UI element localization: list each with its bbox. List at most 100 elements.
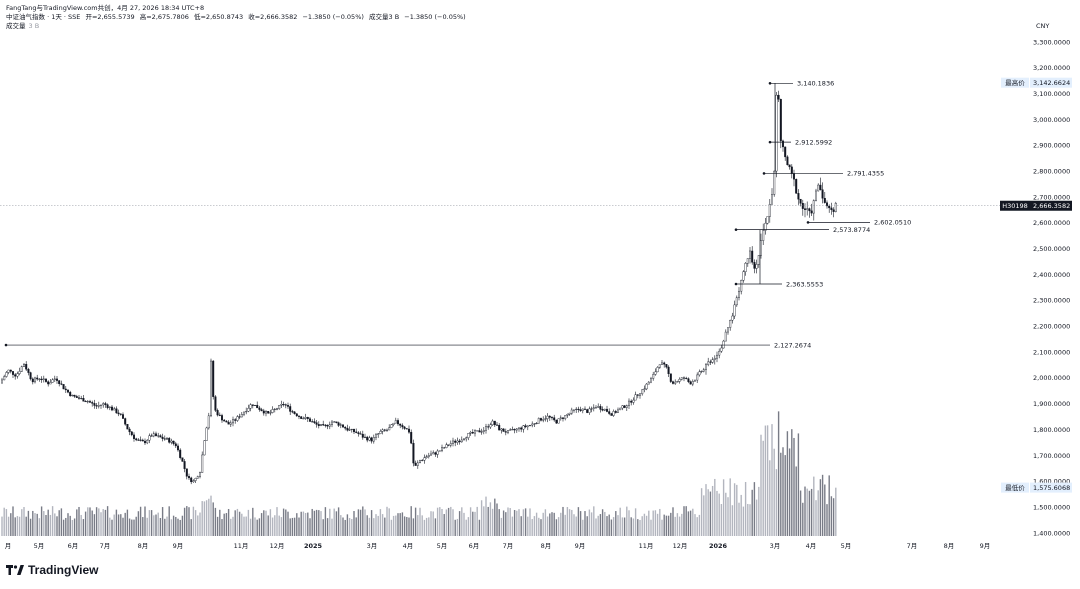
candle-body [115,408,118,414]
candle [634,391,637,401]
volume-bar [142,517,144,536]
volume-bar [531,519,533,536]
volume-bar [716,490,718,536]
y-tick-label: 2,700.0000 [1033,193,1070,201]
candle-body [496,424,499,426]
candle-body [306,417,309,419]
x-tick-label: 8月 [944,542,955,550]
symbol-name[interactable]: 中证油气指数 · 1天 · SSE [6,13,81,21]
candle-body [515,428,518,431]
volume-bar [238,511,241,536]
candle-body [425,456,428,458]
volume-indicator-line[interactable]: 成交量 3 B [6,22,469,31]
volume-bar [397,513,399,536]
candle-body [603,408,606,411]
candle-body [322,424,325,426]
candle-body [229,422,232,425]
candle [665,364,668,369]
candle [812,199,815,221]
candle [143,438,146,446]
candle-body [419,460,422,464]
volume-bar [817,490,819,536]
candle [249,403,252,412]
volume-bar [318,510,320,536]
candle [654,368,657,376]
candle [727,327,730,335]
candle [99,404,102,409]
volume-bar [507,507,509,536]
volume-bar [797,433,800,536]
candle [364,433,367,439]
y-axis[interactable]: 3,300.0000 3,200.0000 3,100.0000 3,000.0000… [1033,38,1070,537]
volume-bar [71,519,74,536]
candle-body [157,435,160,437]
volume-bar [117,514,120,536]
candle [447,444,450,447]
candle [599,404,602,413]
candle [507,430,510,435]
candle-body [218,414,221,416]
volume-bar [84,511,87,536]
candle [386,428,389,432]
candle [441,444,444,453]
volume-bar [826,504,828,536]
candle-body [273,408,276,410]
publisher-line: FangTang与TradingView.com共创，4月 27, 2026 1… [6,4,205,12]
candle [311,419,314,423]
volume-bar [573,514,575,536]
volume-bar [707,489,709,536]
candle-body [491,420,494,425]
candle-body [654,371,657,375]
candle-body [478,430,481,433]
candle-body [518,427,521,430]
volume-bar [208,498,210,536]
candle [469,430,472,436]
candle [42,375,45,383]
candle-body [471,432,474,434]
candle [324,424,327,428]
volume-bar [813,476,815,536]
x-tick-label: 12月 [673,542,688,550]
tradingview-logo[interactable]: TradingView [6,563,98,577]
candle-body [597,406,600,408]
candle [20,365,23,372]
volume-bar [711,485,714,536]
candle-body [680,377,683,380]
volume-bar [346,514,349,536]
candle-body [731,315,734,321]
volume-bar [1,516,3,536]
candle-body [713,357,716,360]
candle [687,377,690,384]
candle-body [47,381,50,385]
candle-body [187,476,190,479]
candle [214,395,217,413]
volume-bar [249,518,252,536]
candle [227,420,230,425]
volume-bar [392,515,395,536]
volume-bar [199,512,201,536]
candle-body [170,440,173,443]
volume-bar [175,516,177,536]
candle-body [9,369,12,372]
candle-body [674,381,677,384]
candle [555,419,558,424]
candle-body [678,379,681,382]
candle-body [557,418,560,424]
candle [784,146,787,161]
volume-bar [656,513,659,536]
candle [500,428,503,434]
volume-bar [384,517,386,536]
candle [86,399,89,404]
candle [383,428,386,432]
volume-bar [727,497,729,536]
candle [742,270,745,283]
candle [746,258,749,267]
x-axis[interactable]: 月 5月 6月 7月 8月 9月 11月 12月 2025 3月 4月 5月 6月 7月 8月 9月 11月 12… [5,542,991,550]
candle-body [154,433,157,437]
volume-bar [102,509,104,536]
volume-bar [736,484,738,536]
volume-bar [474,511,476,536]
candle-body [172,440,175,444]
candle [49,378,52,385]
